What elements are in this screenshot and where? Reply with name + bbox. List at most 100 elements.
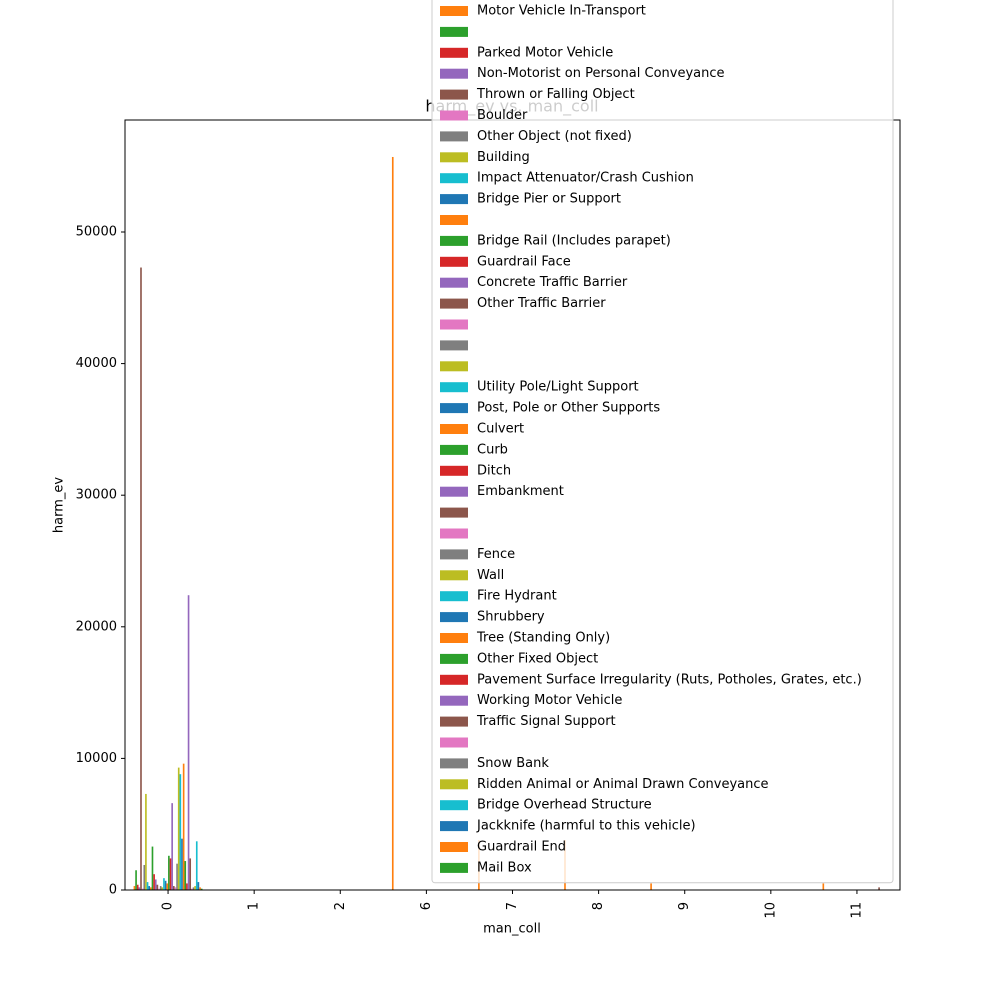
legend-label: Impact Attenuator/Crash Cushion (477, 171, 694, 186)
y-tick-label: 20000 (76, 619, 117, 634)
legend-swatch (440, 89, 468, 100)
bar (176, 863, 178, 890)
y-tick-label: 40000 (76, 356, 117, 371)
legend-label: Pavement Surface Irregularity (Ruts, Pot… (477, 672, 862, 687)
bar (150, 887, 152, 890)
bar (141, 888, 144, 890)
legend-swatch (440, 444, 468, 455)
legend-label: Boulder (477, 108, 528, 123)
legend-swatch (440, 298, 468, 309)
legend-label: Fence (477, 547, 515, 562)
legend-label: Embankment (477, 484, 564, 499)
legend-label: Ridden Animal or Animal Drawn Conveyance (477, 777, 769, 792)
x-axis-label: man_coll (483, 922, 541, 937)
legend-swatch (440, 758, 468, 769)
x-tick-label: 11 (849, 902, 864, 919)
legend-swatch (440, 152, 468, 163)
legend-swatch (440, 486, 468, 497)
y-tick-label: 30000 (76, 488, 117, 503)
bar (135, 870, 137, 890)
bar (153, 874, 155, 890)
bar (199, 887, 201, 890)
legend-box (431, 0, 894, 884)
legend-label: Bridge Rail (Includes parapet) (477, 233, 671, 248)
y-tick-label: 10000 (76, 751, 117, 766)
legend-label: Snow Bank (477, 756, 549, 771)
legend-swatch (440, 215, 468, 225)
legend-label: Guardrail End (477, 840, 566, 855)
bar (143, 864, 146, 890)
legend-label: Motor Vehicle In-Transport (477, 4, 646, 19)
bar (194, 886, 196, 890)
y-axis-label: harm_ev (52, 477, 67, 533)
bar (164, 880, 167, 890)
legend-swatch (440, 256, 468, 267)
bar (133, 886, 136, 890)
bar (161, 887, 164, 890)
legend-swatch (440, 465, 468, 476)
legend-swatch (440, 737, 468, 748)
legend-label: Concrete Traffic Barrier (477, 275, 628, 290)
bar (878, 887, 880, 890)
legend-label: Jackknife (harmful to this vehicle) (476, 819, 696, 834)
legend-label: Bridge Pier or Support (477, 192, 621, 207)
bar (151, 846, 154, 890)
legend-label: Working Motor Vehicle (477, 693, 622, 708)
bar (174, 887, 177, 890)
legend-label: Culvert (477, 422, 524, 437)
legend-swatch (440, 842, 468, 852)
legend-swatch (440, 800, 468, 811)
legend-swatch (440, 674, 468, 685)
legend-swatch (440, 695, 468, 706)
bar (146, 882, 149, 890)
legend-swatch (440, 591, 468, 602)
legend-swatch (440, 131, 468, 142)
bar (138, 887, 141, 890)
bar (650, 883, 652, 890)
bar (158, 888, 160, 890)
legend-swatch (440, 403, 468, 414)
bar (166, 883, 169, 890)
legend-swatch (440, 424, 468, 434)
legend-swatch (440, 110, 468, 121)
legend-swatch (440, 549, 468, 560)
bar (186, 883, 188, 890)
bar (172, 886, 175, 890)
bar (391, 156, 394, 891)
x-tick-label: 2 (333, 902, 348, 910)
x-tick-label: 1 (247, 902, 262, 910)
x-tick-label: 9 (677, 902, 692, 910)
legend-swatch (440, 716, 468, 727)
legend-label: Fire Hydrant (477, 589, 557, 604)
legend-swatch (440, 235, 468, 246)
legend-swatch (440, 26, 468, 37)
x-tick-label: 8 (591, 902, 606, 910)
legend-swatch (440, 653, 468, 664)
x-tick-label: 0 (161, 902, 176, 910)
bar (822, 883, 825, 890)
legend-label: Other Object (not fixed) (477, 129, 632, 144)
legend-label: Tree (Standing Only) (476, 631, 610, 646)
bar (171, 803, 173, 890)
legend-label: Other Fixed Object (477, 651, 598, 666)
bar (177, 767, 180, 890)
bar (200, 888, 203, 890)
bar (148, 886, 151, 890)
x-tick-label: 7 (505, 902, 520, 910)
bar (156, 884, 159, 890)
bar (197, 882, 200, 890)
legend-label: Ditch (477, 463, 511, 478)
legend-swatch (440, 528, 468, 539)
legend-swatch (440, 47, 468, 58)
bar (182, 763, 185, 890)
x-tick-label: 6 (419, 902, 434, 910)
bar (169, 858, 172, 890)
bar (140, 267, 142, 890)
bar (168, 855, 170, 890)
bar (136, 884, 139, 890)
x-tick-label: 10 (763, 902, 778, 919)
bar (189, 858, 192, 890)
legend-label: Guardrail Face (477, 254, 571, 269)
legend-swatch (440, 173, 468, 184)
